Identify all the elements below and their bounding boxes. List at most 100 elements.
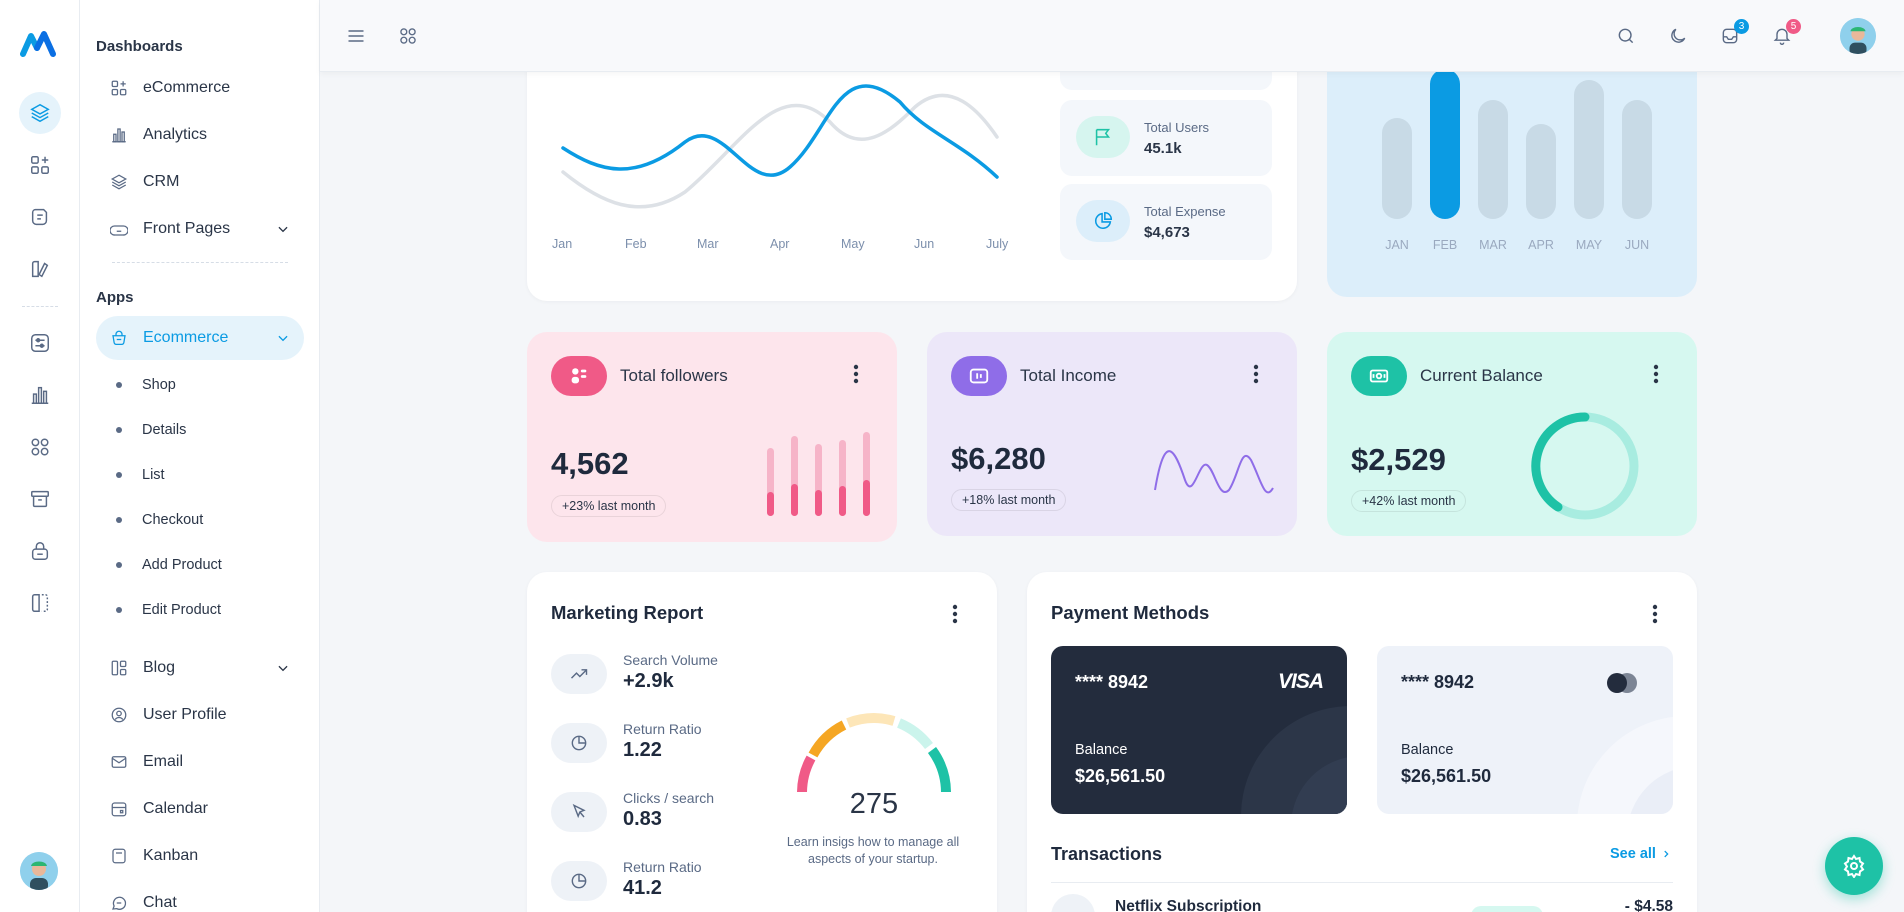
- grid-circles-icon[interactable]: [19, 426, 61, 468]
- shapes-icon: [111, 80, 127, 96]
- more-vertical-icon[interactable]: [1253, 364, 1259, 384]
- apps-grid-icon[interactable]: [392, 20, 424, 52]
- visa-logo: VISA: [1277, 670, 1324, 693]
- sidebar-item-calendar[interactable]: Calendar: [96, 787, 304, 831]
- metric-value: 1.22: [623, 739, 662, 761]
- apps-icon[interactable]: [19, 144, 61, 186]
- change-badge: +23% last month: [551, 495, 667, 517]
- sidebar-item-crm[interactable]: CRM: [96, 160, 304, 204]
- bullet-dot: [116, 427, 122, 433]
- layers-icon[interactable]: [19, 92, 61, 134]
- sidebar-item-blog[interactable]: Blog: [96, 646, 304, 690]
- gear-icon: [1843, 854, 1865, 878]
- sidebar-item-chat[interactable]: Chat: [96, 881, 304, 912]
- line-chart: [561, 84, 999, 209]
- sidebar-subitem-checkout[interactable]: Checkout: [116, 509, 203, 531]
- notes-icon[interactable]: [19, 196, 61, 238]
- user-avatar[interactable]: [1840, 18, 1876, 54]
- blog-icon: [111, 660, 127, 676]
- flag-icon: [1076, 116, 1130, 158]
- more-vertical-icon[interactable]: [1652, 604, 1658, 624]
- pie-chart-icon: [551, 861, 607, 901]
- card-number: **** 8942: [1075, 672, 1149, 692]
- metric-label: Search Volume: [623, 652, 718, 668]
- users-icon: [551, 356, 607, 396]
- bar-chart-bar: [1382, 118, 1412, 219]
- stat-value: 45.1k: [1144, 140, 1182, 157]
- messages-button[interactable]: 3: [1714, 19, 1749, 52]
- sidebar-subitem-details[interactable]: Details: [116, 419, 186, 441]
- see-all-link[interactable]: See all: [1610, 846, 1671, 862]
- metric-value: 0.83: [623, 808, 662, 830]
- balance-value: $26,561.50: [1075, 766, 1166, 786]
- x-tick-label: Feb: [625, 237, 647, 251]
- metric-value: +2.9k: [623, 670, 674, 692]
- lock-icon[interactable]: [19, 530, 61, 572]
- notifications-button[interactable]: 5: [1766, 19, 1801, 52]
- more-vertical-icon[interactable]: [952, 604, 958, 624]
- balance-label: Balance: [1075, 742, 1128, 758]
- card-value: 4,562: [551, 446, 629, 481]
- sidebar-subitem-shop[interactable]: Shop: [116, 374, 176, 396]
- sidebar-item-label: Ecommerce: [143, 329, 229, 346]
- sidebar-item-kanban[interactable]: Kanban: [96, 834, 304, 878]
- sliders-icon[interactable]: [19, 322, 61, 364]
- mail-icon: [111, 756, 127, 768]
- balance-label: Balance: [1401, 742, 1454, 758]
- sidebar-item-analytics[interactable]: Analytics: [96, 113, 304, 157]
- sidebar-item-ecommerce[interactable]: Ecommerce: [96, 316, 304, 360]
- sidebar-subitem-label: Details: [142, 422, 187, 438]
- bar-chart-bar: [1430, 69, 1460, 219]
- split-layout-icon[interactable]: [19, 582, 61, 624]
- search-icon[interactable]: [1610, 20, 1642, 52]
- calendar-icon: [111, 802, 127, 817]
- bar-chart-bar: [1622, 100, 1652, 219]
- balance-donut: [1531, 412, 1639, 520]
- change-badge: +42% last month: [1351, 490, 1467, 512]
- bar-chart-bar: [1478, 100, 1508, 219]
- sidebar-item-ecommerce-dashboard[interactable]: eCommerce: [96, 66, 304, 110]
- transaction-name: Netflix Subscription: [1115, 898, 1262, 912]
- chart-icon[interactable]: [19, 374, 61, 416]
- archive-icon[interactable]: [19, 478, 61, 520]
- sidebar-subitem-edit-product[interactable]: Edit Product: [116, 599, 221, 621]
- sidebar-item-label: Chat: [143, 894, 177, 911]
- logo-icon[interactable]: [20, 28, 58, 60]
- sidebar-item-front-pages[interactable]: Front Pages: [96, 207, 304, 251]
- mastercard-card[interactable]: **** 8942 Balance $26,561.50: [1377, 646, 1673, 814]
- pencil-icon[interactable]: [19, 248, 61, 290]
- metric-label: Clicks / search: [623, 790, 715, 806]
- current-balance-card: Current Balance $2,529 +42% last month: [1327, 332, 1697, 536]
- transaction-amount: - $4.58: [1624, 898, 1673, 912]
- x-tick-label: Mar: [697, 237, 719, 251]
- sidebar-item-user-profile[interactable]: User Profile: [96, 693, 304, 737]
- bullet-dot: [116, 472, 122, 478]
- marketing-report-card: Marketing Report Search Volume +2.9k Ret…: [527, 572, 997, 912]
- sidebar-divider: [112, 262, 288, 263]
- chevron-down-icon: [278, 226, 288, 233]
- pie-chart-icon: [551, 723, 607, 763]
- sidebar-subitem-list[interactable]: List: [116, 464, 165, 486]
- more-vertical-icon[interactable]: [1653, 364, 1659, 384]
- sidebar-subitem-add-product[interactable]: Add Product: [116, 554, 222, 576]
- sidebar-subitem-label: Edit Product: [142, 602, 221, 618]
- more-vertical-icon[interactable]: [853, 364, 859, 384]
- sidebar-subitem-label: Shop: [142, 377, 176, 393]
- menu-icon[interactable]: [340, 20, 372, 52]
- sidebar-item-email[interactable]: Email: [96, 740, 304, 784]
- notifications-badge: 5: [1786, 19, 1801, 34]
- followers-mini-bars: [767, 432, 870, 516]
- bar-chart-bar: [1526, 123, 1556, 219]
- visa-card[interactable]: **** 8942 VISA Balance $26,561.50: [1051, 646, 1347, 814]
- see-all-label: See all: [1610, 846, 1656, 862]
- trending-up-icon: [551, 654, 607, 694]
- gauge-caption: Learn insigs how to manage all aspects o…: [773, 834, 973, 868]
- transaction-status-badge: [1471, 906, 1543, 912]
- settings-fab[interactable]: [1825, 837, 1883, 895]
- sidebar-item-label: Kanban: [143, 847, 199, 864]
- pie-chart-icon: [1076, 200, 1130, 242]
- x-tick-label: May: [841, 237, 865, 251]
- moon-icon[interactable]: [1662, 20, 1694, 52]
- rail-avatar[interactable]: [20, 852, 58, 890]
- bar-chart-month-label: APR: [1528, 238, 1554, 252]
